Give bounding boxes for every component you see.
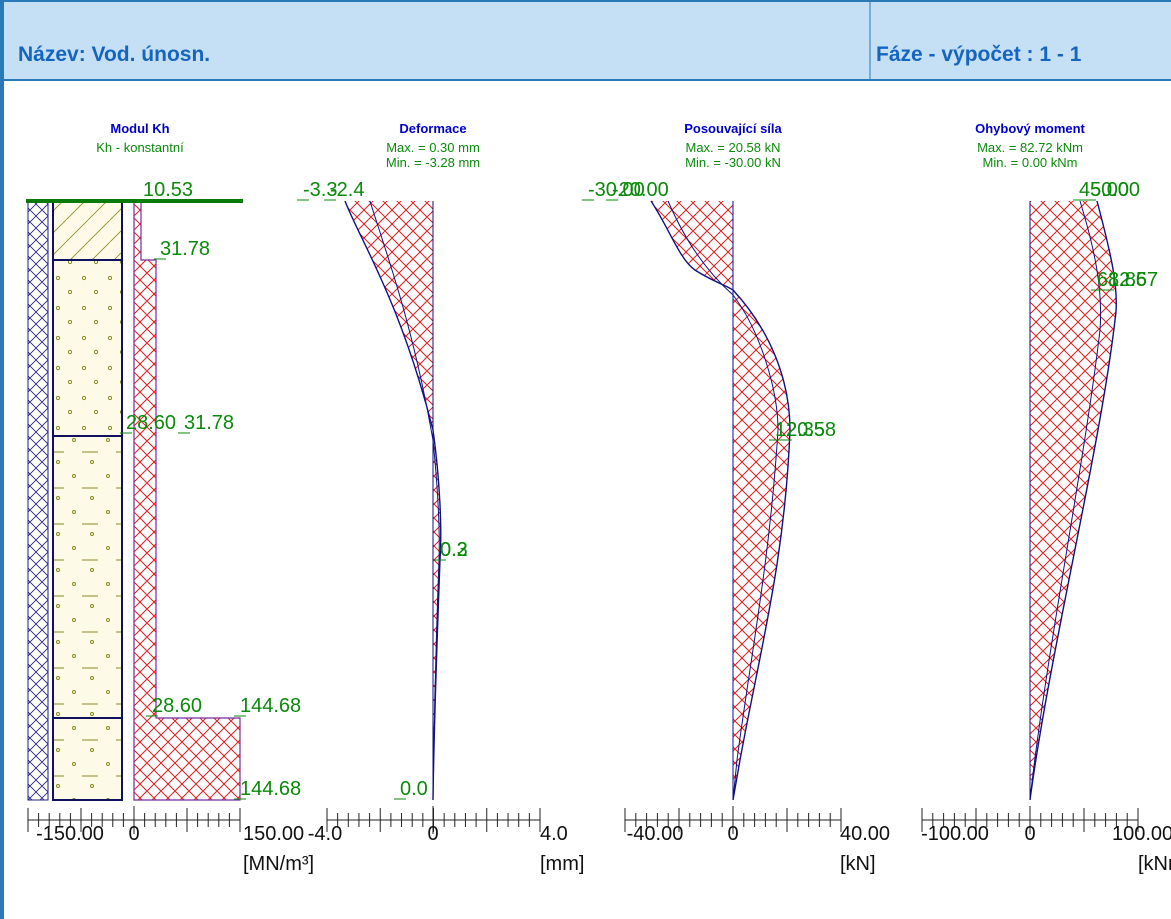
axis-tick-label: 100.00	[1112, 823, 1171, 845]
panel-subtitle: Min. = 0.00 kNm	[982, 155, 1077, 170]
header-title: Název: Vod. únosn.	[18, 43, 210, 66]
value-label: 82.67	[1108, 269, 1158, 291]
panel-subtitle: Max. = 82.72 kNm	[977, 140, 1083, 155]
value-label: 0.2	[440, 539, 468, 561]
value-label: -2.4	[330, 179, 364, 201]
page: Název: Vod. únosn. Fáze - výpočet : 1 - …	[0, 0, 1171, 919]
panel-title: Modul Kh	[110, 121, 169, 136]
axis-unit: [MN/m³]	[243, 853, 314, 875]
header-bar	[0, 0, 1171, 80]
panel-subtitle: Min. = -30.00 kN	[685, 155, 781, 170]
panel-subtitle: Min. = -3.28 mm	[386, 155, 480, 170]
axis-tick-label: 40.00	[840, 823, 890, 845]
panel-title: Ohybový moment	[975, 121, 1085, 136]
panel-title: Deformace	[399, 121, 466, 136]
value-label: 28.60	[152, 695, 202, 717]
value-label: -20.00	[612, 179, 669, 201]
axis-unit: [kNm]	[1138, 853, 1171, 875]
axis-tick-label: 0	[1024, 823, 1035, 845]
axis-tick-label: 0	[727, 823, 738, 845]
axis-unit: [kN]	[840, 853, 876, 875]
value-label: 0.0	[400, 778, 428, 800]
panel-subtitle: Max. = 20.58 kN	[685, 140, 780, 155]
panel-subtitle: Max. = 0.30 mm	[386, 140, 480, 155]
panel-title: Posouvající síla	[684, 121, 782, 136]
value-label: 31.78	[160, 238, 210, 260]
value-label: 50.00	[1090, 179, 1140, 201]
header-phase: Fáze - výpočet : 1 - 1	[876, 43, 1082, 66]
value-label: 144.68	[240, 778, 301, 800]
axis-tick-label: 0	[128, 823, 139, 845]
axis-tick-label: -4.0	[308, 823, 342, 845]
axis-tick-label: -40.00	[627, 823, 684, 845]
axis-tick-label: -100.00	[921, 823, 989, 845]
axis-unit: [mm]	[540, 853, 584, 875]
panel-subtitle: Kh - konstantní	[96, 140, 184, 155]
value-label: 10.53	[143, 179, 193, 201]
axis-tick-label: 4.0	[540, 823, 568, 845]
axis-tick-label: 0	[427, 823, 438, 845]
value-label: 28.60	[126, 412, 176, 434]
value-label: 144.68	[240, 695, 301, 717]
value-label: 31.78	[184, 412, 234, 434]
axis-tick-label: 150.00	[243, 823, 304, 845]
value-label: 20.58	[786, 419, 836, 441]
axis-tick-label: -150.00	[36, 823, 104, 845]
